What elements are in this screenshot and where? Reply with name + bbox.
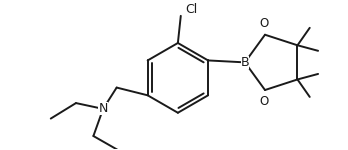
Text: O: O <box>259 95 269 108</box>
Text: N: N <box>98 102 108 115</box>
Text: Cl: Cl <box>185 3 198 16</box>
Text: B: B <box>240 56 249 69</box>
Text: O: O <box>259 17 269 30</box>
